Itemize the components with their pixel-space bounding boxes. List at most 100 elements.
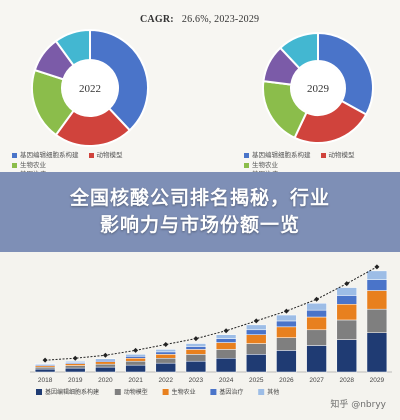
bar-segment xyxy=(276,314,297,322)
legend-label: 动物模型 xyxy=(96,152,123,159)
legend-item: 基因编辑细胞系构建 xyxy=(12,151,79,161)
bar-segment xyxy=(185,346,207,350)
legend-item: 生物农业 xyxy=(12,161,46,171)
bar-segment xyxy=(125,354,146,357)
legend-item: 动物模型 xyxy=(320,151,355,161)
bar-segment xyxy=(185,343,207,347)
legend-swatch xyxy=(114,389,121,395)
legend-label: 基因编辑细胞系构建 xyxy=(252,152,311,159)
x-tick-label: 2028 xyxy=(340,377,355,384)
bar-segment xyxy=(215,358,237,373)
donut-center-label: 2029 xyxy=(307,83,330,95)
trend-marker xyxy=(344,281,350,287)
donut-chart-2022: 2022 xyxy=(31,28,149,147)
stacked-bar-chart: 2018 2019 2020 2021 2022 2023 2024 2025 2026 2027… xyxy=(30,264,392,396)
legend-swatch xyxy=(12,162,17,168)
legend-label: 基因编辑细胞系构建 xyxy=(45,388,99,396)
trend-marker xyxy=(314,296,320,302)
bar-segment xyxy=(366,308,388,333)
x-tick-label: 2019 xyxy=(68,377,83,384)
bar-segment xyxy=(155,349,176,353)
bar-segment xyxy=(34,368,56,373)
cagr-value: 26.6%, 2023-2029 xyxy=(181,14,260,25)
bar-segment xyxy=(276,320,297,328)
trend-marker xyxy=(283,308,289,314)
banner-title-line-2: 影响力与市场份额一览 xyxy=(99,214,300,236)
bar-segment xyxy=(215,342,237,350)
bar-segment xyxy=(95,361,116,365)
bar-segment xyxy=(125,364,146,373)
x-tick-label: 2025 xyxy=(249,377,264,384)
legend-label: 基因治疗 xyxy=(219,388,243,396)
bar-segment xyxy=(65,367,86,373)
bar-segment xyxy=(246,343,267,355)
bar-segment xyxy=(306,309,327,318)
legend-label: 其他 xyxy=(267,388,279,396)
banner-title-line-1: 全国核酸公司排名揭秘，行业 xyxy=(69,187,330,209)
trend-marker xyxy=(253,318,259,324)
legend-item: 生物农业 xyxy=(244,161,278,171)
trend-marker xyxy=(374,264,380,270)
bar-segment xyxy=(155,358,176,364)
legend-label: 动物模型 xyxy=(328,152,355,159)
x-tick-label: 2024 xyxy=(219,377,234,384)
bar-segment xyxy=(306,345,327,373)
x-tick-label: 2023 xyxy=(189,377,204,384)
bar-segment xyxy=(125,360,146,366)
bar-segment xyxy=(125,356,146,359)
bar-segment xyxy=(95,366,116,373)
bar-segment xyxy=(366,332,388,373)
x-tick-label: 2018 xyxy=(38,377,53,384)
bar-segment xyxy=(185,354,207,362)
bar-segment xyxy=(155,362,176,373)
bar-segment xyxy=(246,354,267,373)
legend-label: 动物模型 xyxy=(124,388,148,396)
legend-label: 生物农业 xyxy=(172,388,196,396)
bar-segment xyxy=(246,334,267,344)
bar-segment xyxy=(95,363,116,368)
legend-item: 基因编辑细胞系构建 xyxy=(244,151,311,161)
trend-marker xyxy=(102,352,108,358)
bar-segment xyxy=(125,358,146,362)
donut-slice xyxy=(54,28,91,67)
bar-segment xyxy=(366,290,388,310)
legend-label: 生物农业 xyxy=(20,161,46,169)
trend-marker xyxy=(223,328,229,334)
bar-segment xyxy=(95,358,116,361)
bar-segment xyxy=(215,334,237,339)
legend-item: 动物模型 xyxy=(88,151,123,161)
cagr-label: CAGR: 26.6%, 2023-2029 xyxy=(140,14,259,25)
cagr-prefix: CAGR: xyxy=(140,14,174,25)
trend-marker xyxy=(42,357,48,363)
trend-marker xyxy=(163,341,169,347)
donut-center-label: 2022 xyxy=(79,83,101,95)
legend-swatch xyxy=(258,389,265,395)
bar-segment xyxy=(276,326,297,338)
bar-segment xyxy=(185,360,207,373)
bar-segment xyxy=(306,303,327,311)
donut-slice xyxy=(317,31,374,116)
bar-segment xyxy=(366,279,388,291)
bar-segment xyxy=(336,287,357,296)
bar-segment xyxy=(336,319,357,340)
legend-swatch xyxy=(210,389,217,395)
bar-segment xyxy=(155,351,176,355)
legend-label: 生物农业 xyxy=(252,161,278,169)
x-tick-label: 2020 xyxy=(98,377,113,384)
legend-swatch xyxy=(12,153,17,159)
bar-chart-panel: 2018 2019 2020 2021 2022 2023 2024 2025 2026 2027… xyxy=(0,252,400,415)
bar-segment xyxy=(306,329,327,346)
bar-segment xyxy=(215,338,237,343)
bar-segment xyxy=(34,366,56,370)
bar-segment xyxy=(155,354,176,359)
bar-segment xyxy=(246,324,267,331)
x-tick-label: 2022 xyxy=(159,377,174,384)
legend-swatch xyxy=(244,153,249,159)
legend-swatch xyxy=(88,153,94,159)
donut-charts: 2022 2029 xyxy=(31,28,374,147)
bar-segment xyxy=(65,361,86,363)
bar-segment xyxy=(65,365,86,369)
legend-swatch xyxy=(162,389,169,395)
legend-swatch xyxy=(320,153,326,159)
x-tick-label: 2029 xyxy=(370,377,385,384)
